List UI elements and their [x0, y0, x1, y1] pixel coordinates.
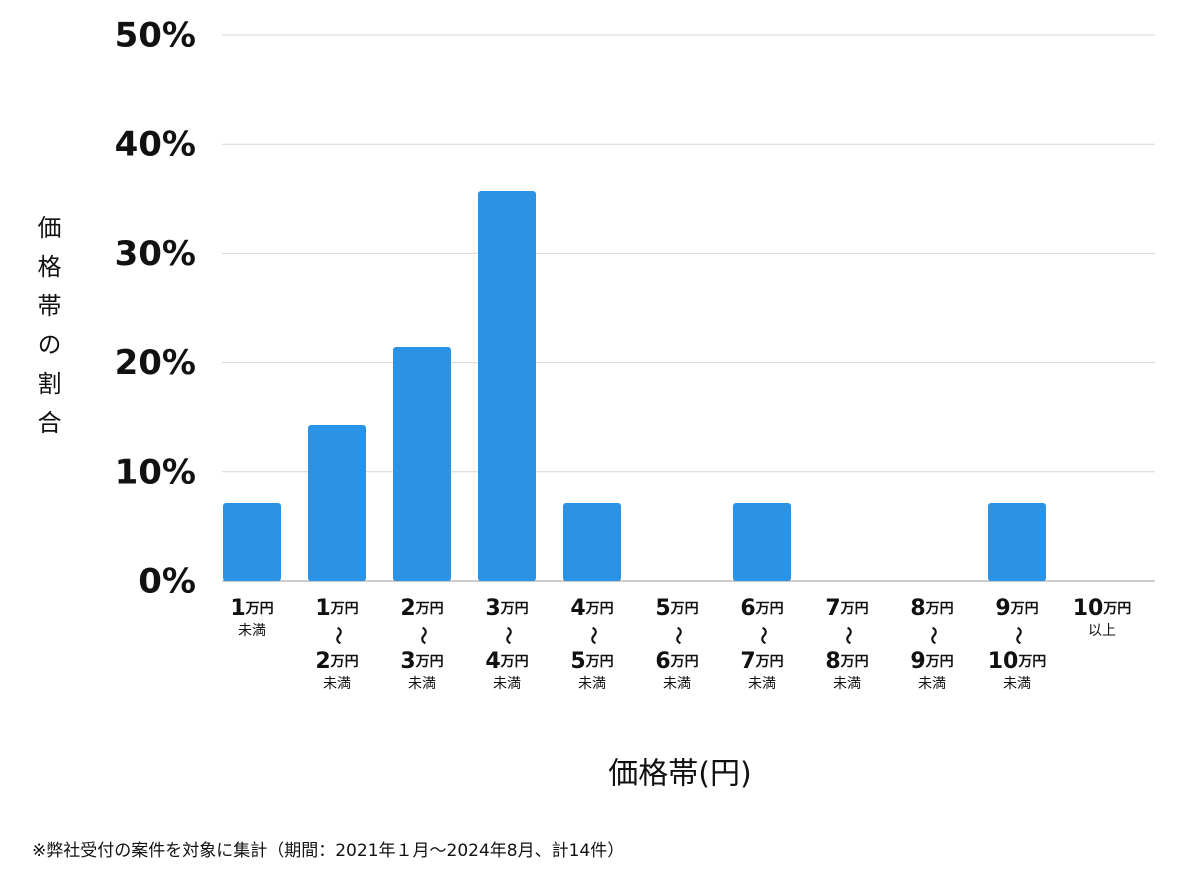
y-tick-label: 20%	[115, 343, 196, 383]
y-tick-label: 10%	[115, 452, 196, 492]
x-tick-label: 1万円	[230, 596, 273, 621]
x-tick-label: 4万円	[570, 596, 613, 621]
x-tick-label: 未満	[493, 676, 521, 692]
x-axis-title: 価格帯(円)	[608, 757, 751, 792]
x-tick-label: 未満	[238, 623, 266, 639]
x-tick-label: 以上	[1088, 623, 1116, 639]
x-tick-label: 〜	[327, 627, 348, 645]
x-tick-label: 6万円	[740, 596, 783, 621]
x-tick-label: 〜	[412, 627, 433, 645]
y-axis-title: 価格帯の割合	[33, 215, 61, 449]
bar	[223, 503, 281, 581]
x-tick-label: 〜	[922, 627, 943, 645]
footnote: ※弊社受付の案件を対象に集計（期間：2021年１月〜2024年8月、計14件）	[32, 841, 624, 861]
x-tick-label: 6万円	[655, 649, 698, 674]
x-tick-label: 9万円	[910, 649, 953, 674]
x-tick-label: 10万円	[988, 649, 1047, 674]
x-tick-label: 2万円	[315, 649, 358, 674]
x-tick-label: 9万円	[995, 596, 1038, 621]
x-tick-label: 1万円	[315, 596, 358, 621]
x-tick-label: 4万円	[485, 649, 528, 674]
x-tick-label: 未満	[408, 676, 436, 692]
x-tick-label: 3万円	[400, 649, 443, 674]
x-tick-label: 未満	[578, 676, 606, 692]
x-tick-label: 3万円	[485, 596, 528, 621]
y-tick-label: 0%	[138, 562, 196, 602]
x-tick-label: 8万円	[910, 596, 953, 621]
x-tick-label: 〜	[837, 627, 858, 645]
bar	[308, 424, 366, 581]
x-tick-label: 〜	[752, 627, 773, 645]
x-tick-label: 未満	[1003, 676, 1031, 692]
x-tick-label: 〜	[497, 627, 518, 645]
x-tick-label: 〜	[667, 627, 688, 645]
x-tick-label: 10万円	[1073, 596, 1132, 621]
y-tick-label: 50%	[115, 16, 196, 56]
y-tick-label: 30%	[115, 234, 196, 274]
x-tick-label: 5万円	[570, 649, 613, 674]
x-tick-label: 2万円	[400, 596, 443, 621]
x-tick-label: 未満	[323, 676, 351, 692]
bar	[393, 346, 451, 581]
bar	[988, 503, 1046, 581]
x-tick-label: 未満	[663, 676, 691, 692]
bar	[478, 191, 536, 581]
x-tick-label: 8万円	[825, 649, 868, 674]
x-tick-label: 〜	[1007, 627, 1028, 645]
bar	[733, 503, 791, 581]
x-tick-label: 未満	[833, 676, 861, 692]
y-tick-label: 40%	[115, 125, 196, 165]
x-tick-label: 未満	[748, 676, 776, 692]
x-tick-label: 未満	[918, 676, 946, 692]
x-tick-label: 5万円	[655, 596, 698, 621]
x-tick-label: 7万円	[740, 649, 783, 674]
x-tick-label: 〜	[582, 627, 603, 645]
x-tick-label: 7万円	[825, 596, 868, 621]
bar	[563, 503, 621, 581]
